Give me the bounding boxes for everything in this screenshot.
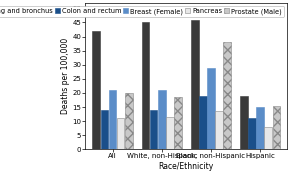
Bar	[256, 107, 264, 149]
Bar	[158, 90, 166, 149]
Legend: Lung and bronchus, Colon and rectum, Breast (Female), Pancreas, Prostate (Male): Lung and bronchus, Colon and rectum, Bre…	[0, 6, 284, 17]
Bar	[101, 110, 108, 149]
Bar	[174, 97, 182, 149]
Bar	[166, 117, 174, 149]
Bar	[273, 106, 280, 149]
Bar	[191, 20, 199, 149]
Bar	[207, 68, 215, 149]
Bar	[215, 111, 223, 149]
Bar	[142, 22, 149, 149]
X-axis label: Race/Ethnicity: Race/Ethnicity	[159, 162, 214, 171]
Bar	[264, 127, 272, 149]
Bar	[125, 93, 133, 149]
Bar	[150, 110, 157, 149]
Y-axis label: Deaths per 100,000: Deaths per 100,000	[61, 38, 70, 114]
Bar	[109, 90, 116, 149]
Bar	[93, 31, 100, 149]
Bar	[240, 96, 248, 149]
Bar	[223, 42, 231, 149]
Bar	[248, 118, 256, 149]
Bar	[199, 96, 207, 149]
Bar	[117, 118, 124, 149]
